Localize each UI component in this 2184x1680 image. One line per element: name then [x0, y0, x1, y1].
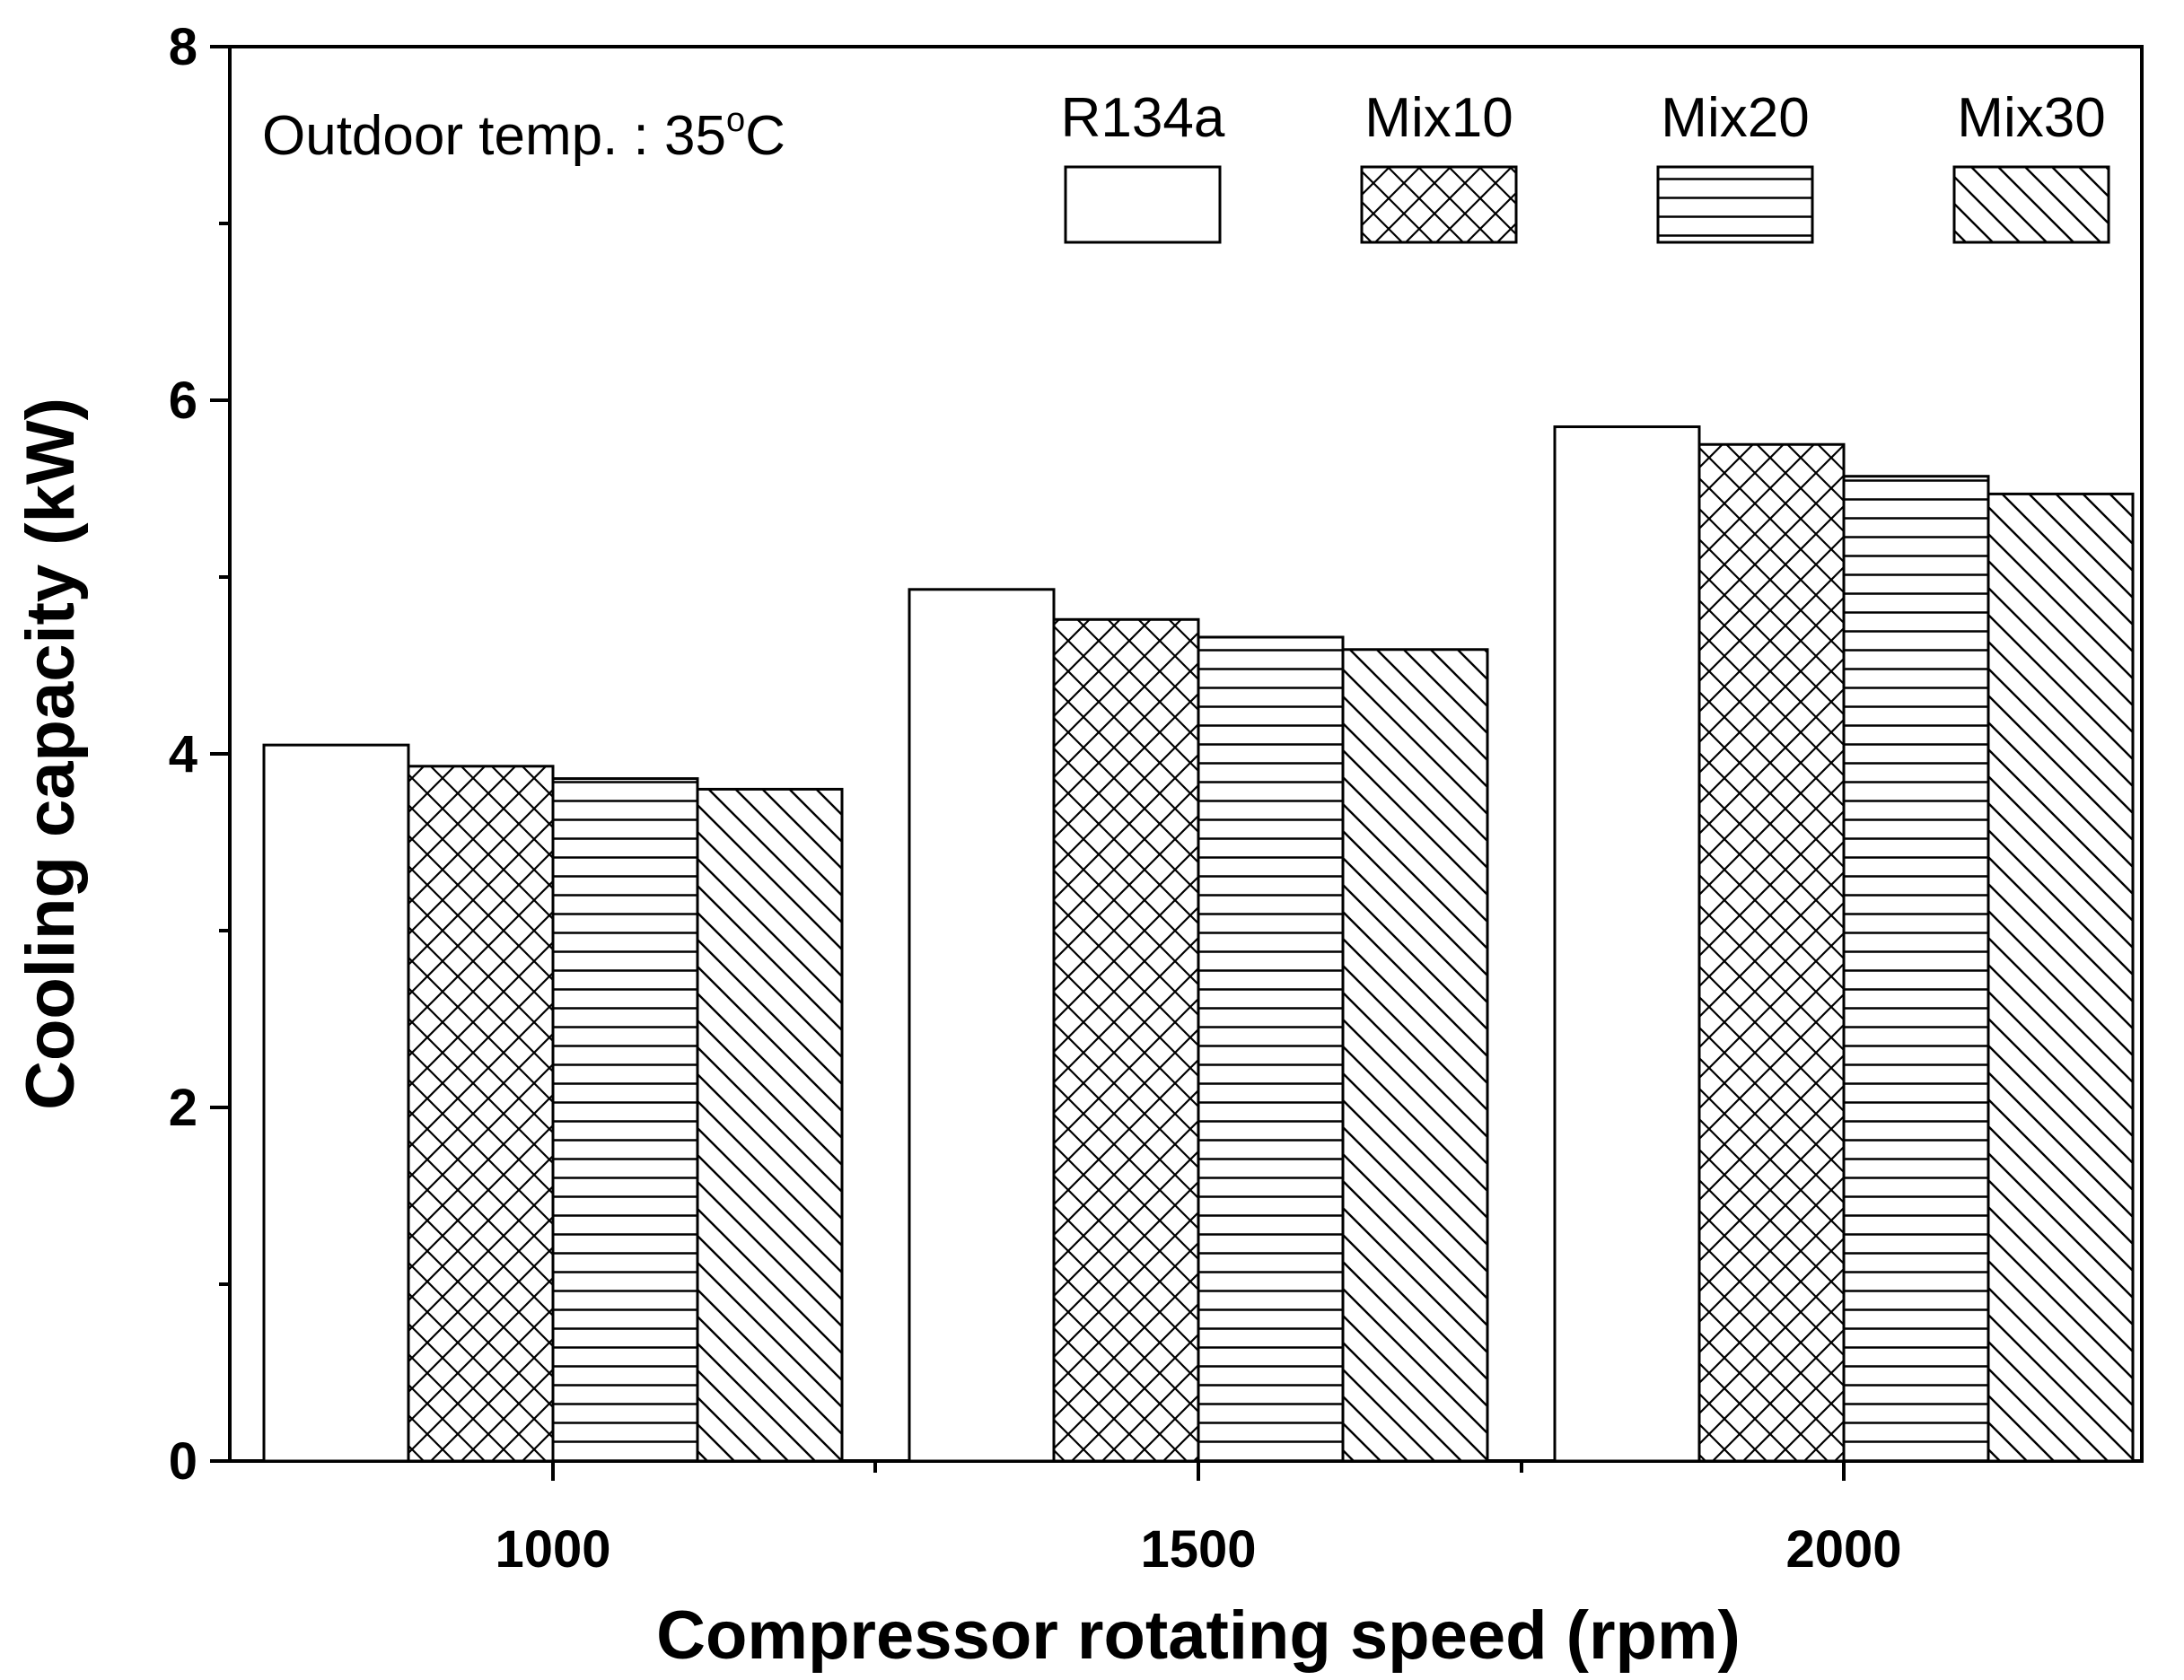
- legend-swatch-mix10: [1360, 165, 1518, 244]
- bar-mix10-1500: [1052, 617, 1200, 1463]
- legend-label-r134a: R134a: [1061, 87, 1225, 149]
- legend-swatch-mix20: [1656, 165, 1814, 244]
- annotation-prefix: Outdoor temp. : 35: [262, 105, 726, 167]
- degree-symbol: o: [726, 101, 745, 139]
- bar-r134a-1500: [908, 588, 1056, 1463]
- bar-mix30-1500: [1341, 648, 1489, 1463]
- bar-mix20-1500: [1197, 635, 1345, 1463]
- legend: R134a Mix10 Mix20 Mix30: [1061, 87, 2110, 244]
- bar-r134a-1000: [262, 743, 410, 1463]
- legend-label-mix30: Mix30: [1957, 87, 2105, 149]
- annotation-unit: C: [745, 105, 785, 167]
- y-tick-label-0: 0: [169, 1432, 197, 1491]
- y-tick-label-2: 2: [169, 1079, 197, 1137]
- y-axis: 0 2 4 6 8: [169, 18, 230, 1491]
- x-axis-title: Compressor rotating speed (rpm): [656, 1597, 1741, 1674]
- y-tick-label-4: 4: [169, 725, 197, 783]
- x-tick-label-2000: 2000: [1785, 1520, 1901, 1579]
- outdoor-temp-annotation: Outdoor temp. : 35oC: [262, 101, 785, 167]
- bar-mix20-2000: [1842, 475, 1990, 1463]
- x-axis: 1000 1500 2000: [495, 1461, 1902, 1579]
- y-axis-title: Cooling capacity (kW): [13, 398, 89, 1110]
- legend-label-mix10: Mix10: [1364, 87, 1513, 149]
- x-tick-label-1500: 1500: [1140, 1520, 1256, 1579]
- legend-swatch-mix30: [1952, 165, 2110, 244]
- bar-mix10-1000: [407, 765, 555, 1463]
- bar-mix30-1000: [696, 787, 844, 1463]
- legend-label-mix20: Mix20: [1661, 87, 1809, 149]
- bar-r134a-2000: [1553, 425, 1701, 1463]
- bar-mix20-1000: [551, 777, 699, 1463]
- bars-group: [262, 425, 2135, 1463]
- bar-mix10-2000: [1697, 442, 1846, 1463]
- bar-mix30-2000: [1987, 492, 2135, 1463]
- y-tick-label-8: 8: [169, 18, 197, 76]
- x-tick-label-1000: 1000: [495, 1520, 610, 1579]
- y-tick-label-6: 6: [169, 372, 197, 430]
- legend-swatch-r134a: [1064, 165, 1222, 244]
